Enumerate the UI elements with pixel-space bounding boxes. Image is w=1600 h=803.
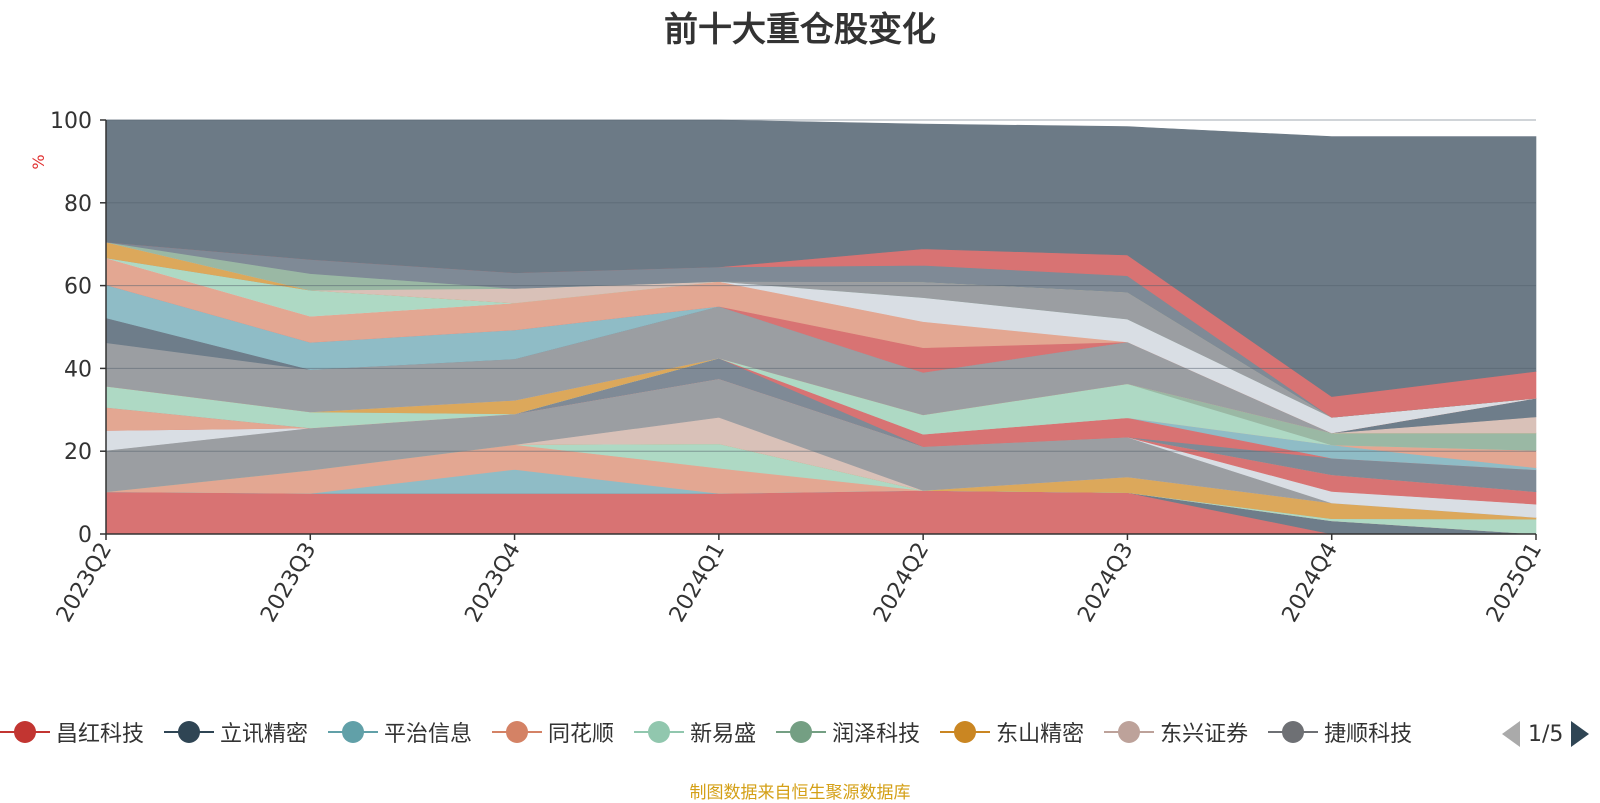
chart-title: 前十大重仓股变化 xyxy=(664,10,936,50)
legend-marker-icon xyxy=(492,721,543,743)
y-tick-label-1: 20 xyxy=(64,440,92,465)
x-tick-label-7: 2025Q1 xyxy=(1482,539,1547,627)
legend-item-7[interactable]: 东兴证券 xyxy=(1104,716,1248,748)
legend-label: 昌红科技 xyxy=(56,722,145,747)
source-footnote: 制图数据来自恒生聚源数据库 xyxy=(689,783,911,803)
x-tick-label-0: 2023Q2 xyxy=(52,539,117,627)
legend-item-6[interactable]: 东山精密 xyxy=(940,716,1084,748)
legend-marker-icon xyxy=(0,721,50,743)
legend-marker-icon xyxy=(328,721,379,743)
legend-marker-icon xyxy=(940,721,991,743)
legend-item-4[interactable]: 新易盛 xyxy=(634,716,756,748)
legend-marker-icon xyxy=(164,721,215,743)
legend-marker-icon xyxy=(776,721,827,743)
legend-label: 新易盛 xyxy=(690,722,757,747)
y-tick-label-3: 60 xyxy=(64,275,92,300)
y-axis-label: % xyxy=(29,154,48,169)
x-tick-label-2: 2023Q4 xyxy=(460,539,525,627)
x-tick-label-6: 2024Q4 xyxy=(1278,539,1343,627)
legend-item-3[interactable]: 同花顺 xyxy=(492,716,614,748)
y-tick-label-2: 40 xyxy=(64,357,92,382)
grid-layer xyxy=(106,119,1536,452)
legend-marker-icon xyxy=(1104,721,1155,743)
legend-pager: 1/5 xyxy=(1500,718,1591,750)
chart-plot: 0 20 40 60 80 100% 2023Q2 2023Q3 2023Q4 2024Q1 202… xyxy=(29,109,1547,627)
pager-prev-icon[interactable] xyxy=(1500,719,1522,749)
legend-item-0[interactable]: 昌红科技 xyxy=(0,716,144,748)
legend-item-8[interactable]: 捷顺科技 xyxy=(1268,716,1412,748)
area-layer xyxy=(105,119,1537,535)
legend: 昌红科技 立讯精密 平治信息 同花顺 新易盛 润泽科技 东山精密 东兴证券 捷顺科技 xyxy=(0,712,1490,752)
x-tick-label-4: 2024Q2 xyxy=(869,539,934,627)
y-tick-label-4: 80 xyxy=(64,192,92,217)
legend-label: 平治信息 xyxy=(384,722,473,747)
legend-label: 立讯精密 xyxy=(220,722,309,747)
legend-item-5[interactable]: 润泽科技 xyxy=(776,716,920,748)
legend-item-2[interactable]: 平治信息 xyxy=(328,716,472,748)
pager-next-icon[interactable] xyxy=(1569,719,1591,749)
y-tick-label-5: 100 xyxy=(50,109,92,134)
legend-marker-icon xyxy=(634,721,685,743)
legend-item-1[interactable]: 立讯精密 xyxy=(164,716,308,748)
x-tick-label-1: 2023Q3 xyxy=(256,539,321,627)
legend-label: 捷顺科技 xyxy=(1324,722,1413,747)
legend-label: 东山精密 xyxy=(996,722,1085,747)
pager-indicator: 1/5 xyxy=(1528,721,1564,747)
y-tick-label-0: 0 xyxy=(78,523,92,548)
legend-label: 东兴证券 xyxy=(1160,722,1249,747)
x-tick-label-5: 2024Q3 xyxy=(1073,539,1138,627)
x-tick-label-3: 2024Q1 xyxy=(665,539,730,627)
legend-label: 润泽科技 xyxy=(832,722,921,747)
legend-marker-icon xyxy=(1268,721,1319,743)
legend-label: 同花顺 xyxy=(548,722,615,747)
